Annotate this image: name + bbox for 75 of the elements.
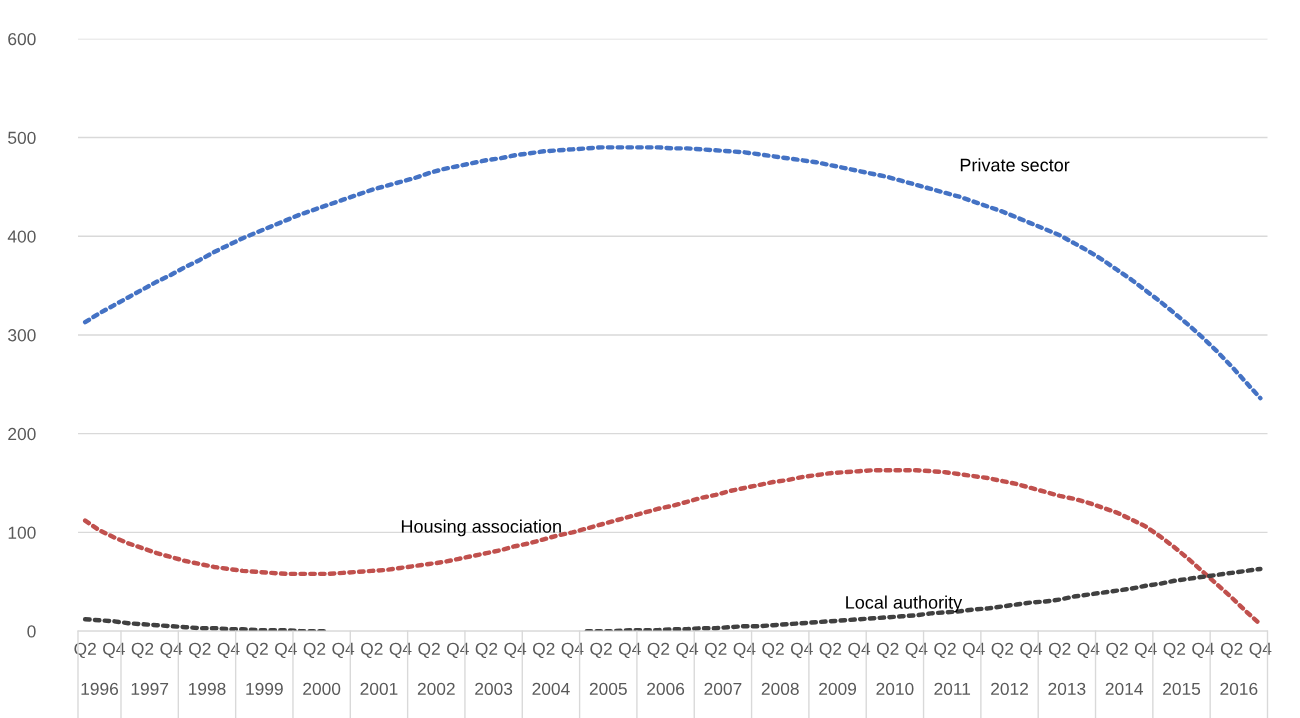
x-tick-label: Q2 [590, 642, 612, 659]
x-tick-label: Q4 [275, 642, 297, 659]
text: 2015 [1163, 682, 1201, 696]
text: 1997 [131, 682, 169, 696]
x-tick-label: Q2 [819, 642, 842, 659]
x-tick-label: Q4 [447, 642, 469, 659]
y-tick-label: 100 [8, 526, 36, 539]
x-tick-label: Q2 [418, 642, 440, 659]
y-tick-label: 300 [8, 329, 36, 342]
text: 2008 [761, 682, 799, 696]
x-tick-label: Q2 [1220, 642, 1243, 659]
x-tick-label: Q4 [619, 642, 641, 659]
series-label: Local authority [846, 595, 963, 613]
x-tick-label: Q2 [1163, 642, 1186, 659]
series-label: Housing association [401, 519, 561, 537]
x-tick-label: Q4 [1077, 642, 1100, 659]
x-tick-label: Q2 [189, 642, 211, 659]
x-tick-label: Q2 [131, 642, 154, 659]
y-tick-label: 200 [8, 427, 36, 441]
x-tick-label: Q2 [762, 642, 784, 659]
text: 2000 [303, 682, 341, 696]
text: 2012 [991, 682, 1028, 696]
x-tick-label: Q4 [905, 642, 928, 659]
x-tick-label: Q2 [1106, 642, 1128, 659]
text: 2006 [647, 682, 685, 696]
x-tick-label: Q2 [704, 642, 727, 659]
x-tick-label: Q4 [217, 642, 240, 659]
text: 2013 [1048, 682, 1086, 696]
text: 1998 [189, 682, 226, 696]
text: 2014 [1105, 682, 1143, 696]
text: 2011 [934, 682, 971, 696]
text: 2003 [475, 682, 513, 696]
x-tick-label: Q2 [361, 642, 383, 659]
x-tick-label: Q2 [991, 642, 1014, 659]
text: 2009 [819, 682, 857, 696]
text: 2016 [1220, 682, 1258, 696]
text: 2001 [360, 682, 398, 696]
text: 2010 [876, 682, 914, 696]
x-tick-label: Q2 [74, 642, 96, 659]
x-tick-label: Q4 [1134, 642, 1157, 659]
x-tick-label: Q4 [962, 642, 985, 659]
x-tick-label: Q2 [533, 642, 555, 659]
x-tick-label: Q4 [848, 642, 871, 659]
x-tick-label: Q2 [475, 642, 498, 659]
x-tick-label: Q4 [504, 642, 527, 659]
x-tick-label: Q4 [332, 642, 355, 659]
x-tick-label: Q4 [733, 642, 756, 659]
line-series [82, 467, 1263, 627]
line-series [82, 145, 1263, 401]
x-tick-label: Q2 [303, 642, 326, 659]
x-tick-label: Q4 [389, 642, 412, 659]
x-tick-label: Q2 [647, 642, 670, 659]
y-tick-label: 600 [8, 32, 36, 46]
text: 1996 [81, 682, 119, 696]
y-tick-label: 400 [7, 230, 36, 243]
x-tick-label: Q4 [790, 642, 813, 659]
x-tick-label: Q4 [561, 642, 584, 659]
x-tick-label: Q4 [676, 642, 699, 659]
x-tick-label: Q4 [1192, 642, 1215, 659]
text: 2004 [532, 682, 570, 696]
x-tick-label: Q4 [1249, 642, 1272, 659]
x-tick-label: Q2 [934, 642, 956, 659]
x-tick-label: Q4 [160, 642, 183, 659]
text: 2005 [589, 682, 627, 696]
x-tick-label: Q2 [876, 642, 899, 659]
text: 2002 [417, 682, 455, 696]
x-tick-label: Q2 [1048, 642, 1071, 659]
y-tick-label: 500 [8, 131, 36, 144]
y-tick-label: 0 [27, 625, 36, 638]
x-tick-label: Q4 [103, 642, 125, 659]
x-tick-label: Q4 [1020, 642, 1043, 659]
x-tick-label: Q2 [246, 642, 268, 659]
text: 1999 [246, 682, 283, 696]
series-label: Private sector [960, 158, 1070, 172]
text: 2007 [704, 682, 742, 696]
